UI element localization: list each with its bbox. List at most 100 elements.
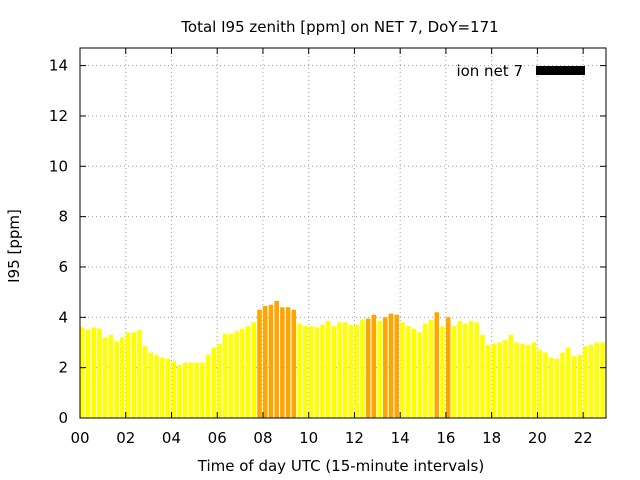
bar	[200, 362, 205, 418]
bar	[240, 328, 245, 418]
bar	[474, 322, 480, 418]
x-tick-labels: 00 02 04 06 08 10 12 14 16 18 20 22	[70, 429, 592, 447]
bar	[257, 309, 262, 418]
y-axis-label: I95 [ppm]	[5, 209, 23, 283]
bar	[262, 305, 268, 418]
bar	[491, 343, 497, 418]
y-tick-labels: 0 2 4 6 8 10 12 14	[49, 57, 68, 427]
bar	[97, 328, 102, 418]
y-tick-label: 12	[49, 107, 68, 125]
bar	[543, 352, 548, 418]
bar	[234, 331, 239, 418]
bar	[108, 334, 114, 418]
axis-ticks	[79, 48, 606, 419]
bar	[400, 322, 405, 418]
bar	[137, 329, 142, 418]
x-tick-label: 14	[391, 429, 410, 447]
bar	[588, 345, 594, 418]
bar	[508, 334, 514, 418]
bar	[285, 307, 291, 418]
bar	[388, 313, 394, 418]
bar	[274, 300, 279, 418]
bar	[148, 352, 154, 418]
bar	[251, 322, 257, 418]
bar	[377, 321, 382, 418]
bar	[577, 355, 582, 418]
bar	[548, 357, 554, 418]
chart-title: Total I95 zenith [ppm] on NET 7, DoY=171	[180, 18, 498, 36]
bar	[102, 337, 108, 418]
bar	[228, 333, 234, 418]
y-tick-label: 8	[58, 208, 68, 226]
legend-swatch	[536, 66, 585, 75]
x-tick-label: 08	[253, 429, 272, 447]
bar	[565, 347, 571, 418]
x-tick-label: 20	[528, 429, 547, 447]
bar	[280, 307, 285, 418]
bar	[268, 304, 274, 418]
bar	[457, 321, 462, 418]
bar	[554, 358, 560, 418]
x-tick-label: 16	[436, 429, 455, 447]
bar	[194, 362, 199, 418]
x-axis-label: Time of day UTC (15-minute intervals)	[197, 457, 484, 475]
y-tick-label: 6	[58, 258, 68, 276]
bar	[383, 317, 388, 418]
bar	[485, 345, 491, 418]
bar	[360, 319, 365, 418]
bar	[468, 321, 474, 418]
bar	[222, 333, 228, 418]
bar	[337, 322, 342, 418]
x-tick-label: 00	[70, 429, 89, 447]
y-tick-label: 0	[58, 409, 68, 427]
bar	[308, 326, 314, 418]
bar	[571, 356, 577, 418]
bar	[188, 362, 194, 418]
bar	[480, 334, 485, 418]
bar	[114, 341, 119, 418]
bar	[297, 323, 302, 418]
y-tick-label: 4	[58, 308, 68, 326]
bar	[80, 327, 85, 418]
bar	[560, 352, 565, 418]
bar	[331, 326, 337, 418]
bar	[171, 361, 177, 418]
bar	[91, 327, 97, 418]
bar	[503, 339, 508, 418]
bar	[440, 326, 445, 418]
bar	[131, 332, 137, 418]
bar	[594, 342, 600, 418]
bar	[520, 343, 525, 418]
bar	[423, 323, 428, 418]
bar	[160, 357, 165, 418]
x-tick-label: 18	[482, 429, 501, 447]
bar	[428, 319, 434, 418]
bar	[120, 337, 125, 418]
bar	[411, 328, 417, 418]
bar	[154, 355, 159, 418]
bar	[600, 342, 605, 418]
bar	[537, 350, 542, 418]
bar	[354, 324, 360, 418]
bar	[514, 342, 520, 418]
bar	[302, 326, 308, 418]
bar	[451, 326, 457, 418]
bar	[165, 358, 171, 418]
bar	[177, 365, 182, 418]
bar	[348, 324, 354, 418]
bar	[320, 324, 325, 418]
legend-label: ion net 7	[456, 62, 523, 80]
bar	[445, 317, 451, 418]
x-tick-label: 22	[574, 429, 593, 447]
bar	[371, 314, 377, 418]
x-tick-label: 02	[116, 429, 135, 447]
y-tick-label: 14	[49, 57, 68, 75]
y-tick-label: 10	[49, 157, 68, 175]
bar	[463, 323, 468, 418]
bar	[497, 342, 502, 418]
bar	[85, 329, 91, 418]
bar	[394, 314, 400, 418]
plot-frame	[79, 47, 607, 419]
bar	[217, 343, 222, 418]
